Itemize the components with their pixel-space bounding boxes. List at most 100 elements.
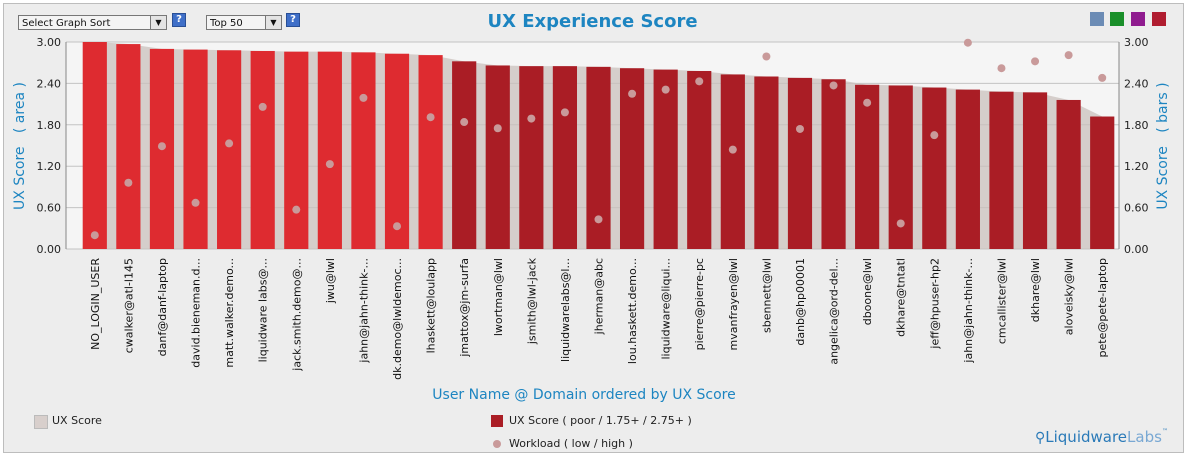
workload-dot[interactable] <box>560 108 569 117</box>
workload-dot[interactable] <box>393 222 402 231</box>
ux-score-bar[interactable] <box>384 53 410 250</box>
workload-dot[interactable] <box>997 64 1006 73</box>
y-tick-left: 0.00 <box>37 243 62 256</box>
workload-dot[interactable] <box>594 215 603 224</box>
workload-dot[interactable] <box>292 205 301 214</box>
workload-dot[interactable] <box>325 160 334 169</box>
workload-dot[interactable] <box>795 124 804 133</box>
ux-score-bar[interactable] <box>183 49 208 250</box>
workload-dot[interactable] <box>762 52 771 61</box>
x-tick-label: dk.demo@lwldemoc... <box>391 258 404 380</box>
ux-score-bar[interactable] <box>855 84 880 249</box>
workload-dot[interactable] <box>460 118 469 127</box>
workload-dot[interactable] <box>930 131 939 140</box>
ux-score-bar[interactable] <box>619 68 645 249</box>
workload-dot[interactable] <box>728 145 737 154</box>
x-tick-label: jwu@lwl <box>324 258 337 304</box>
workload-dot[interactable] <box>1064 51 1073 60</box>
x-tick-label: cmcallister@lwl <box>995 258 1008 344</box>
ux-score-bar[interactable] <box>1022 92 1048 250</box>
ux-score-bar[interactable] <box>955 89 980 249</box>
workload-dot[interactable] <box>225 139 234 148</box>
liquidware-labs-logo: ⚲LiquidwareLabs™ <box>1035 428 1168 446</box>
top-n-select[interactable]: Top 50 ▼ <box>206 15 282 30</box>
ux-score-bar[interactable] <box>1056 99 1081 250</box>
x-tick-label: danf@danf-laptop <box>156 258 169 356</box>
workload-dot[interactable] <box>527 114 536 123</box>
ux-score-bar[interactable] <box>1090 116 1115 250</box>
ux-score-bar[interactable] <box>989 91 1014 250</box>
workload-dot[interactable] <box>359 93 368 102</box>
workload-dot[interactable] <box>863 98 872 107</box>
workload-dot[interactable] <box>258 102 267 111</box>
ux-score-bar[interactable] <box>485 65 510 250</box>
ux-score-bar[interactable] <box>116 44 141 249</box>
workload-dot[interactable] <box>191 198 200 207</box>
color-swatch-red[interactable] <box>1152 12 1166 26</box>
graph-sort-select[interactable]: Select Graph Sort ▼ <box>18 15 167 30</box>
x-tick-label: jack.smith.demo@... <box>290 258 303 372</box>
y-tick-right: 2.40 <box>1124 77 1149 90</box>
ux-score-bar[interactable] <box>821 79 846 249</box>
x-tick-label: liquidwarelabs@l... <box>559 258 572 362</box>
y-tick-left: 2.40 <box>37 77 62 90</box>
x-tick-label: matt.walker.demo... <box>223 258 236 368</box>
legend-workload-label: Workload ( low / high ) <box>509 437 633 450</box>
workload-dot[interactable] <box>896 219 905 228</box>
color-swatch-green[interactable] <box>1110 12 1124 26</box>
x-tick-label: pierre@pierre-pc <box>693 258 706 350</box>
y-tick-right: 3.00 <box>1124 36 1149 49</box>
logo-text-main: Liquidware <box>1045 428 1128 446</box>
workload-dot[interactable] <box>829 81 838 90</box>
ux-score-bar[interactable] <box>317 51 342 249</box>
ux-score-bar[interactable] <box>418 55 443 249</box>
ux-score-bar[interactable] <box>452 61 477 249</box>
top-n-value: Top 50 <box>210 18 243 29</box>
workload-dot[interactable] <box>90 231 99 240</box>
ux-score-bar[interactable] <box>552 66 578 250</box>
x-tick-label: jahn@jahn-think-... <box>357 258 370 364</box>
logo-tm: ™ <box>1161 428 1168 435</box>
x-tick-label: dboone@lwl <box>861 258 874 325</box>
y-tick-left: 3.00 <box>37 36 62 49</box>
workload-dot[interactable] <box>963 38 972 47</box>
x-tick-label: dkhare@lwl <box>1029 258 1042 322</box>
workload-dot[interactable] <box>426 113 435 122</box>
ux-score-bar[interactable] <box>284 51 309 249</box>
ux-score-bar[interactable] <box>519 66 544 250</box>
legend-bar-label: UX Score ( poor / 1.75+ / 2.75+ ) <box>509 414 692 427</box>
y-axis-right-label: UX Score ( bars ) <box>1155 82 1171 209</box>
x-tick-label: lhaskett@loulapp <box>425 258 438 353</box>
legend-area-label: UX Score <box>52 414 102 427</box>
x-tick-label: jherman@abc <box>593 258 606 335</box>
workload-dot[interactable] <box>124 178 133 187</box>
ux-score-bar[interactable] <box>687 70 712 249</box>
ux-score-bar[interactable] <box>720 74 745 250</box>
ux-score-bar[interactable] <box>922 87 947 249</box>
color-swatch-purple[interactable] <box>1131 12 1145 26</box>
ux-score-bar[interactable] <box>754 76 779 250</box>
ux-score-bar[interactable] <box>250 50 275 249</box>
workload-dot[interactable] <box>661 85 670 94</box>
workload-dot[interactable] <box>493 124 502 133</box>
ux-score-bar[interactable] <box>351 52 376 249</box>
color-swatch-blue[interactable] <box>1090 12 1104 26</box>
ux-score-bar[interactable] <box>787 77 813 249</box>
ux-score-bar[interactable] <box>217 50 242 249</box>
workload-dot[interactable] <box>695 77 704 86</box>
workload-dot[interactable] <box>157 142 166 151</box>
x-tick-label: liquidware@liqui... <box>660 258 673 360</box>
workload-dot[interactable] <box>628 89 637 98</box>
chevron-down-icon[interactable]: ▼ <box>265 16 281 29</box>
workload-dot[interactable] <box>1098 73 1107 82</box>
x-tick-label: danb@hp00001 <box>794 258 807 346</box>
top-n-help-icon[interactable]: ? <box>286 13 300 27</box>
x-tick-label: mvanfrayen@lwl <box>727 258 740 350</box>
y-tick-right: 1.80 <box>1124 119 1149 132</box>
chevron-down-icon[interactable]: ▼ <box>150 16 166 29</box>
ux-score-bar[interactable] <box>82 42 107 249</box>
workload-dot[interactable] <box>1031 57 1040 66</box>
graph-sort-help-icon[interactable]: ? <box>172 13 186 27</box>
ux-score-bar[interactable] <box>653 69 678 249</box>
